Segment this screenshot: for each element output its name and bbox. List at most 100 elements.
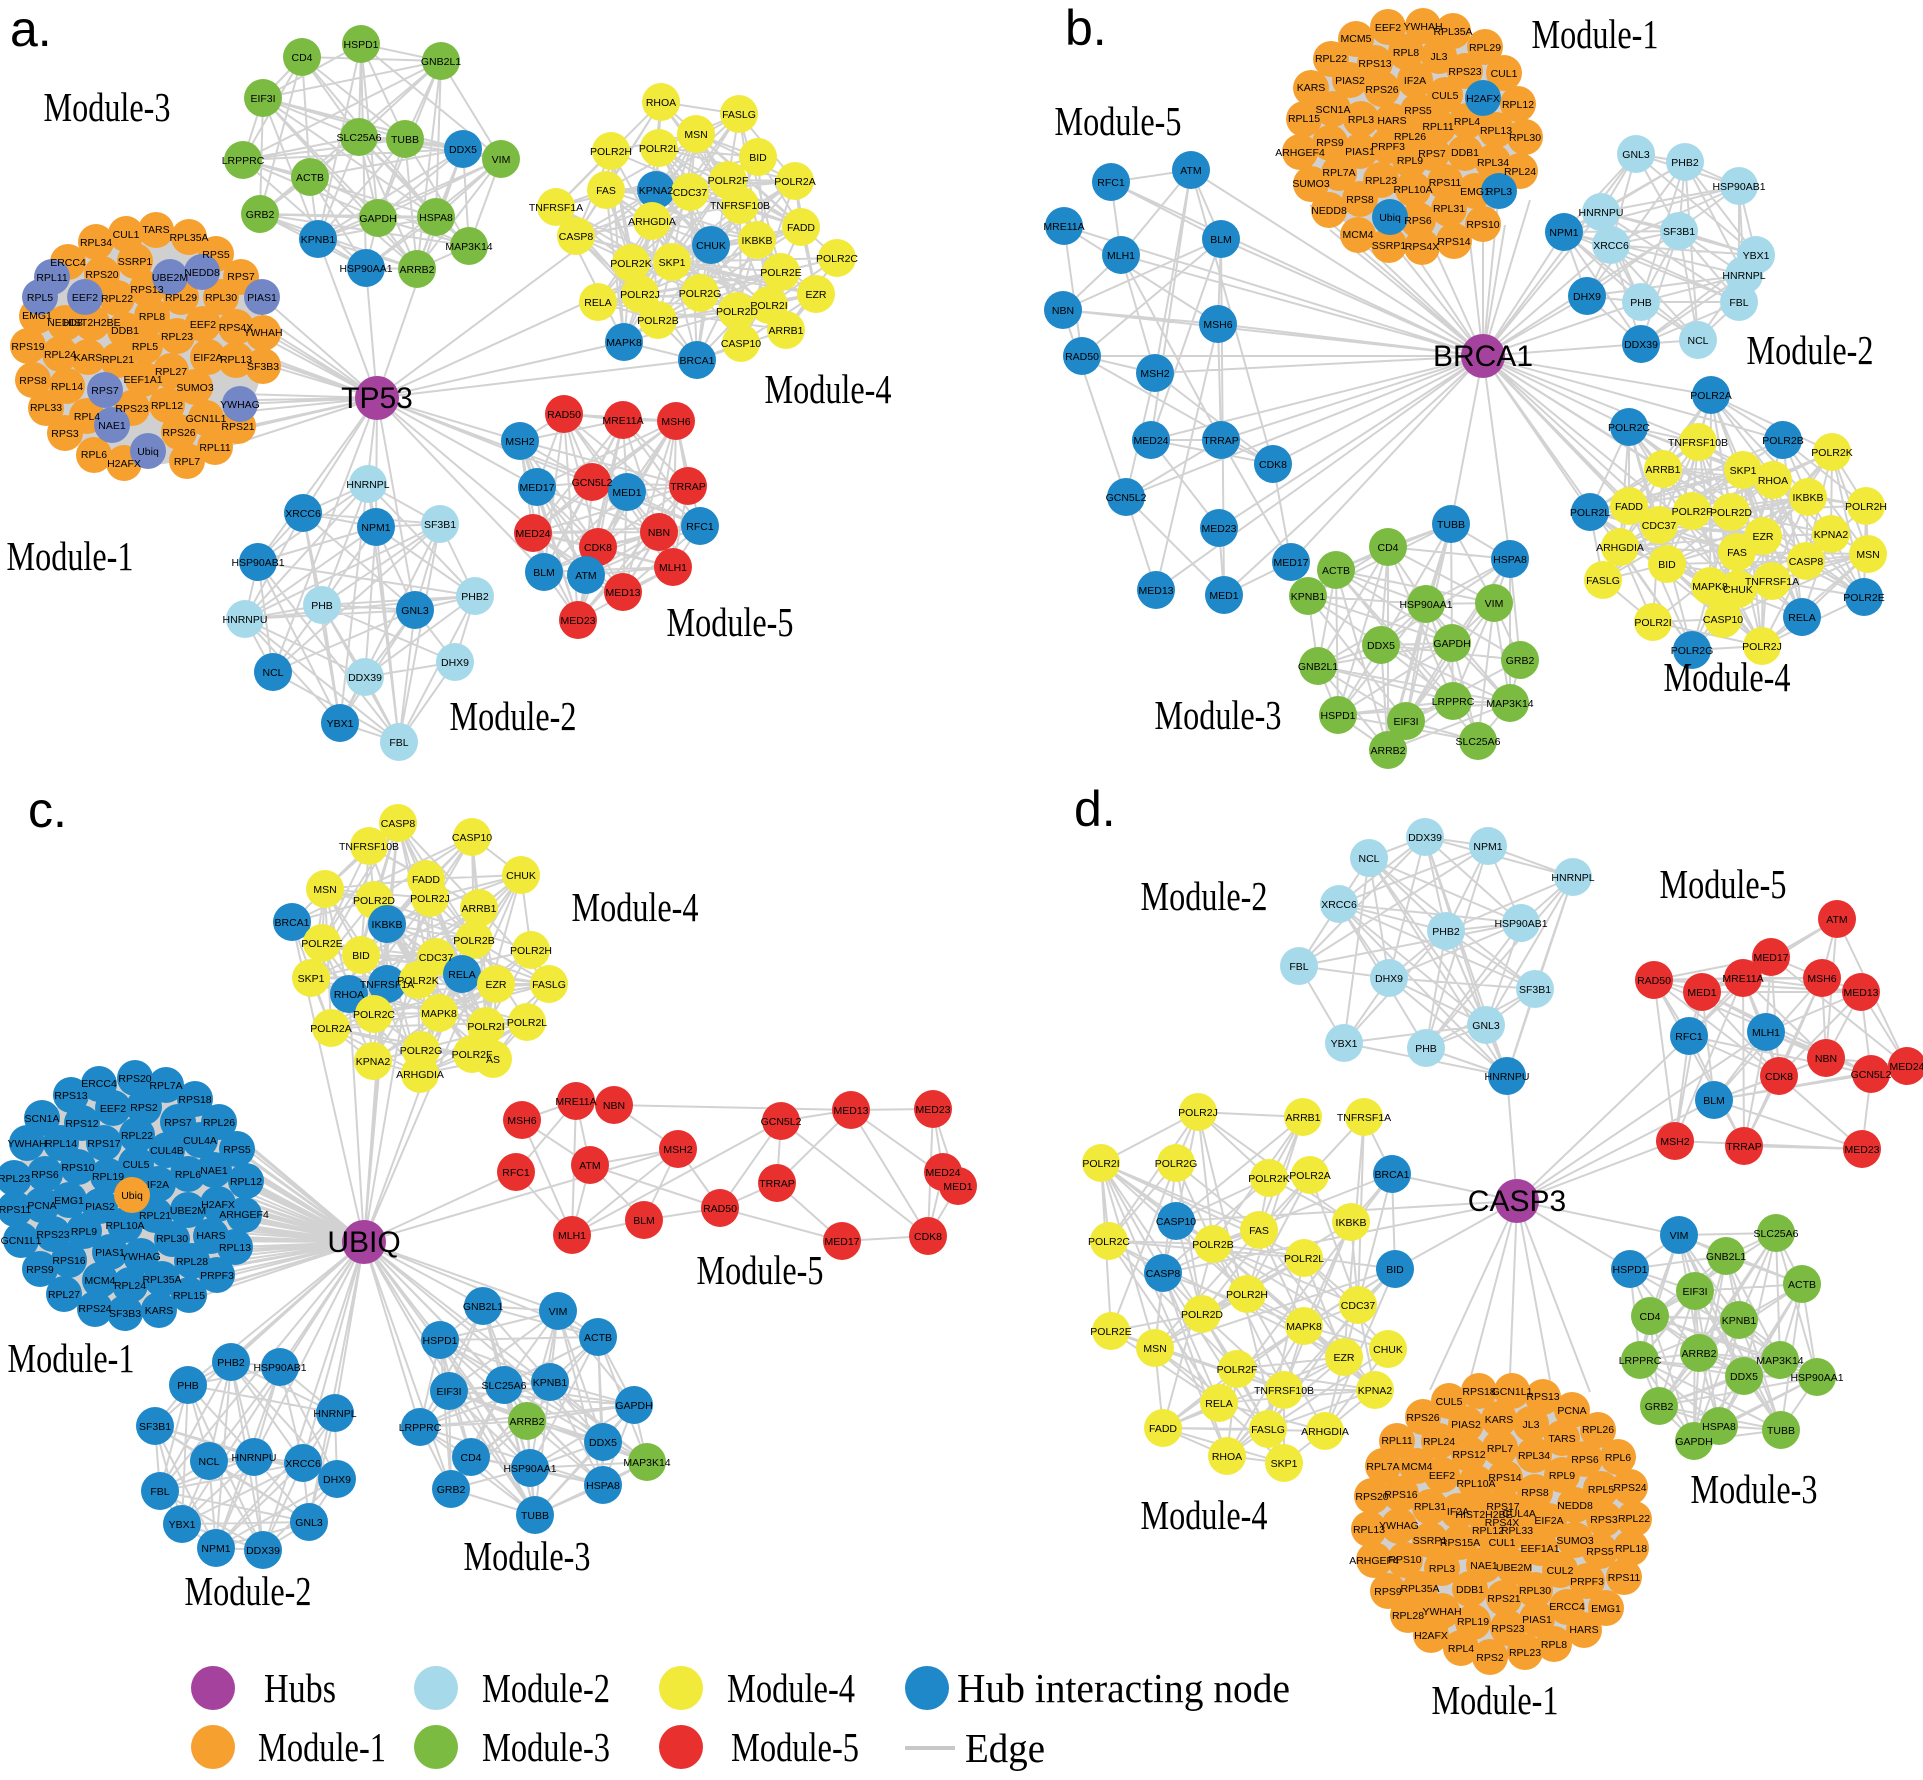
svg-text:IKBKB: IKBKB	[742, 235, 773, 247]
svg-text:NPM1: NPM1	[1473, 841, 1502, 853]
svg-text:CASP8: CASP8	[559, 231, 594, 243]
svg-text:RPS12: RPS12	[65, 1118, 98, 1130]
svg-text:PRPF3: PRPF3	[1371, 141, 1405, 153]
svg-text:YWHAG: YWHAG	[1379, 1520, 1419, 1532]
svg-text:HNRNPL: HNRNPL	[1722, 270, 1765, 282]
svg-text:TNFRSF1A: TNFRSF1A	[1337, 1112, 1391, 1124]
svg-text:a.: a.	[10, 1, 52, 57]
svg-text:YWHAH: YWHAH	[1403, 21, 1442, 33]
svg-text:POLR2F: POLR2F	[452, 1049, 493, 1061]
svg-text:MED13: MED13	[605, 587, 640, 599]
svg-text:RAD50: RAD50	[1065, 351, 1099, 363]
svg-text:TRRAP: TRRAP	[1203, 435, 1239, 447]
svg-text:POLR2F: POLR2F	[1217, 1364, 1258, 1376]
svg-text:GAPDH: GAPDH	[359, 213, 396, 225]
svg-text:PIAS1: PIAS1	[1345, 146, 1375, 158]
svg-text:MRE11A: MRE11A	[1722, 973, 1763, 985]
svg-text:RPL9: RPL9	[1549, 1470, 1575, 1482]
svg-text:RPL22: RPL22	[101, 293, 133, 305]
svg-text:TUBB: TUBB	[521, 1510, 549, 1522]
svg-text:RPL5: RPL5	[27, 292, 53, 304]
svg-text:RAD50: RAD50	[1637, 975, 1671, 987]
svg-text:POLR2J: POLR2J	[410, 893, 450, 905]
svg-text:RPL35A: RPL35A	[1400, 1583, 1439, 1595]
svg-text:RPS17: RPS17	[87, 1138, 120, 1150]
svg-text:SSRP1: SSRP1	[118, 256, 153, 268]
svg-text:TUBB: TUBB	[1437, 519, 1465, 531]
svg-text:Module-3: Module-3	[482, 1724, 610, 1770]
svg-text:YWHAH: YWHAH	[243, 327, 282, 339]
svg-text:RPL12: RPL12	[1472, 1525, 1504, 1537]
svg-text:HSPD1: HSPD1	[1320, 710, 1355, 722]
svg-text:RPL24: RPL24	[44, 349, 76, 361]
svg-text:RPL10A: RPL10A	[1456, 1478, 1495, 1490]
svg-text:ARHGEF4: ARHGEF4	[1349, 1555, 1399, 1567]
svg-text:MRE11A: MRE11A	[555, 1096, 596, 1108]
svg-text:CUL5: CUL5	[1432, 90, 1459, 102]
svg-text:HSP90AB1: HSP90AB1	[231, 557, 284, 569]
svg-text:RPS13: RPS13	[130, 284, 163, 296]
svg-text:MSH2: MSH2	[1140, 368, 1169, 380]
svg-text:BLM: BLM	[633, 1215, 655, 1227]
svg-text:GNL3: GNL3	[401, 605, 429, 617]
svg-text:BLM: BLM	[1210, 234, 1232, 246]
svg-text:RPS13: RPS13	[1526, 1391, 1559, 1403]
svg-text:H2AFX: H2AFX	[107, 458, 141, 470]
svg-text:ACTB: ACTB	[296, 172, 324, 184]
svg-text:HNRNPU: HNRNPU	[1485, 1071, 1530, 1083]
svg-text:FBL: FBL	[389, 737, 408, 749]
svg-text:GAPDH: GAPDH	[1675, 1436, 1712, 1448]
svg-text:HNRNPL: HNRNPL	[313, 1408, 356, 1420]
svg-text:POLR2A: POLR2A	[310, 1023, 351, 1035]
svg-text:SUMO3: SUMO3	[1556, 1535, 1594, 1547]
svg-text:CASP8: CASP8	[381, 818, 416, 830]
svg-text:EEF2: EEF2	[1375, 22, 1401, 34]
svg-text:MED1: MED1	[1209, 590, 1238, 602]
svg-text:NBN: NBN	[648, 527, 670, 539]
svg-text:CUL4A: CUL4A	[183, 1135, 217, 1147]
svg-text:POLR2C: POLR2C	[1088, 1236, 1130, 1248]
svg-text:UBE2M: UBE2M	[1496, 1562, 1532, 1574]
svg-text:FBL: FBL	[150, 1486, 169, 1498]
svg-text:BRCA1: BRCA1	[679, 355, 714, 367]
svg-text:RELA: RELA	[584, 297, 611, 309]
svg-text:RPL26: RPL26	[1582, 1424, 1614, 1436]
svg-text:POLR2D: POLR2D	[1181, 1309, 1223, 1321]
svg-text:ACTB: ACTB	[584, 1332, 612, 1344]
svg-text:RPS5: RPS5	[1586, 1546, 1614, 1558]
svg-text:POLR2C: POLR2C	[353, 1009, 395, 1021]
svg-text:FAS: FAS	[1727, 547, 1747, 559]
svg-text:FADD: FADD	[412, 874, 440, 886]
svg-text:FADD: FADD	[1149, 1423, 1177, 1435]
svg-text:BID: BID	[352, 950, 370, 962]
svg-text:ATM: ATM	[575, 570, 596, 582]
svg-text:Module-5: Module-5	[1660, 861, 1787, 907]
svg-text:PIAS1: PIAS1	[247, 292, 277, 304]
svg-text:MLH1: MLH1	[558, 1230, 586, 1242]
svg-text:RPL28: RPL28	[176, 1256, 208, 1268]
svg-text:ERCC4: ERCC4	[81, 1078, 117, 1090]
svg-text:YWHAH: YWHAH	[7, 1138, 46, 1150]
svg-text:MAP3K14: MAP3K14	[1756, 1355, 1803, 1367]
svg-text:EEF2: EEF2	[1429, 1470, 1455, 1482]
svg-text:RPL8: RPL8	[1541, 1639, 1567, 1651]
svg-text:RPL10A: RPL10A	[105, 1220, 144, 1232]
svg-text:MED13: MED13	[833, 1105, 868, 1117]
svg-text:ARHGDIA: ARHGDIA	[628, 216, 676, 228]
svg-text:PCNA: PCNA	[27, 1200, 56, 1212]
svg-text:MRE11A: MRE11A	[1043, 221, 1084, 233]
svg-text:POLR2G: POLR2G	[679, 288, 722, 300]
svg-text:MSN: MSN	[1856, 549, 1879, 561]
svg-text:RPS24: RPS24	[78, 1303, 111, 1315]
svg-text:EZR: EZR	[486, 979, 507, 991]
svg-text:RHOA: RHOA	[1212, 1451, 1242, 1463]
svg-text:PIAS2: PIAS2	[85, 1201, 115, 1213]
svg-text:VIM: VIM	[549, 1306, 568, 1318]
svg-text:RPS15A: RPS15A	[1440, 1537, 1480, 1549]
svg-text:RPL5: RPL5	[1588, 1484, 1614, 1496]
svg-text:SLC25A6: SLC25A6	[337, 132, 382, 144]
svg-text:LRPPRC: LRPPRC	[1432, 696, 1475, 708]
svg-text:RPS5: RPS5	[202, 249, 230, 261]
svg-text:DDX39: DDX39	[246, 1545, 280, 1557]
svg-text:POLR2A: POLR2A	[1289, 1170, 1330, 1182]
